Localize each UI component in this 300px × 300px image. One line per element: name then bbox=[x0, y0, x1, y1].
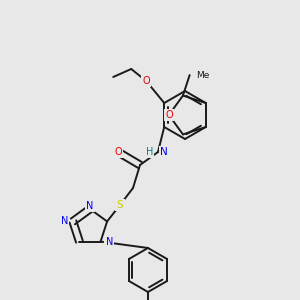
Text: N: N bbox=[86, 201, 94, 211]
Text: O: O bbox=[142, 76, 150, 86]
Text: H: H bbox=[146, 147, 153, 157]
Text: S: S bbox=[117, 200, 123, 210]
Text: N: N bbox=[61, 216, 68, 226]
Text: O: O bbox=[114, 147, 122, 157]
Text: N: N bbox=[106, 237, 113, 247]
Text: Me: Me bbox=[196, 70, 209, 80]
Text: N: N bbox=[160, 147, 168, 157]
Text: O: O bbox=[165, 110, 173, 120]
